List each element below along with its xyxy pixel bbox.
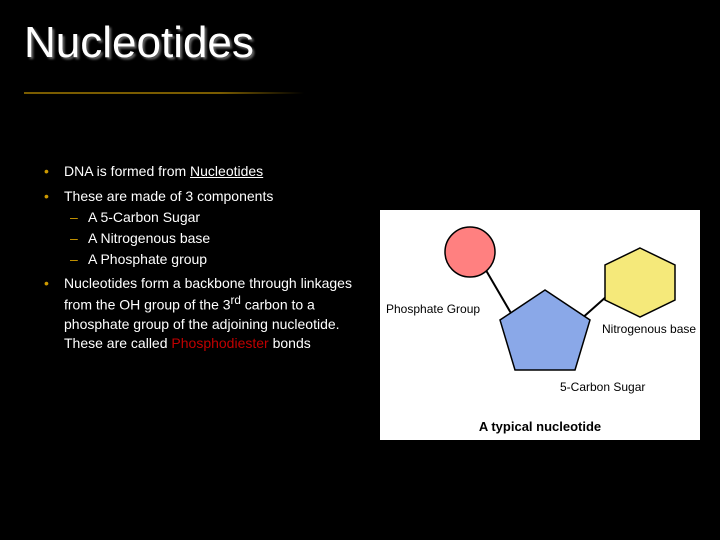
slide-title: Nucleotides xyxy=(24,18,254,68)
bullet-text: A Nitrogenous base xyxy=(88,230,210,246)
bullet-text: DNA is formed from xyxy=(64,163,190,179)
bullet-list: DNA is formed from Nucleotides These are… xyxy=(40,162,360,359)
list-item: These are made of 3 components A 5-Carbo… xyxy=(40,187,360,269)
label-sugar: 5-Carbon Sugar xyxy=(560,380,645,394)
nbase-shape xyxy=(605,248,675,317)
sugar-shape xyxy=(500,290,590,370)
label-nbase: Nitrogenous base xyxy=(602,322,698,336)
nucleotide-diagram: Phosphate Group Nitrogenous base 5-Carbo… xyxy=(380,210,700,440)
bullet-text-red: Phosphodiester xyxy=(171,335,268,351)
list-item: A 5-Carbon Sugar xyxy=(64,208,360,227)
list-item: A Phosphate group xyxy=(64,250,360,269)
bullet-text-underline: Nucleotides xyxy=(190,163,263,179)
bullet-text: A 5-Carbon Sugar xyxy=(88,209,200,225)
diagram-caption: A typical nucleotide xyxy=(380,419,700,434)
bullet-text: bonds xyxy=(269,335,311,351)
phosphate-shape xyxy=(445,227,495,277)
list-item: DNA is formed from Nucleotides xyxy=(40,162,360,181)
list-item: A Nitrogenous base xyxy=(64,229,360,248)
bullet-text-sup: rd xyxy=(231,294,241,307)
list-item: Nucleotides form a backbone through link… xyxy=(40,274,360,352)
bullet-text: These are made of 3 components xyxy=(64,188,273,204)
bullet-text: A Phosphate group xyxy=(88,251,207,267)
label-phosphate: Phosphate Group xyxy=(386,302,480,316)
title-underline xyxy=(24,92,304,94)
